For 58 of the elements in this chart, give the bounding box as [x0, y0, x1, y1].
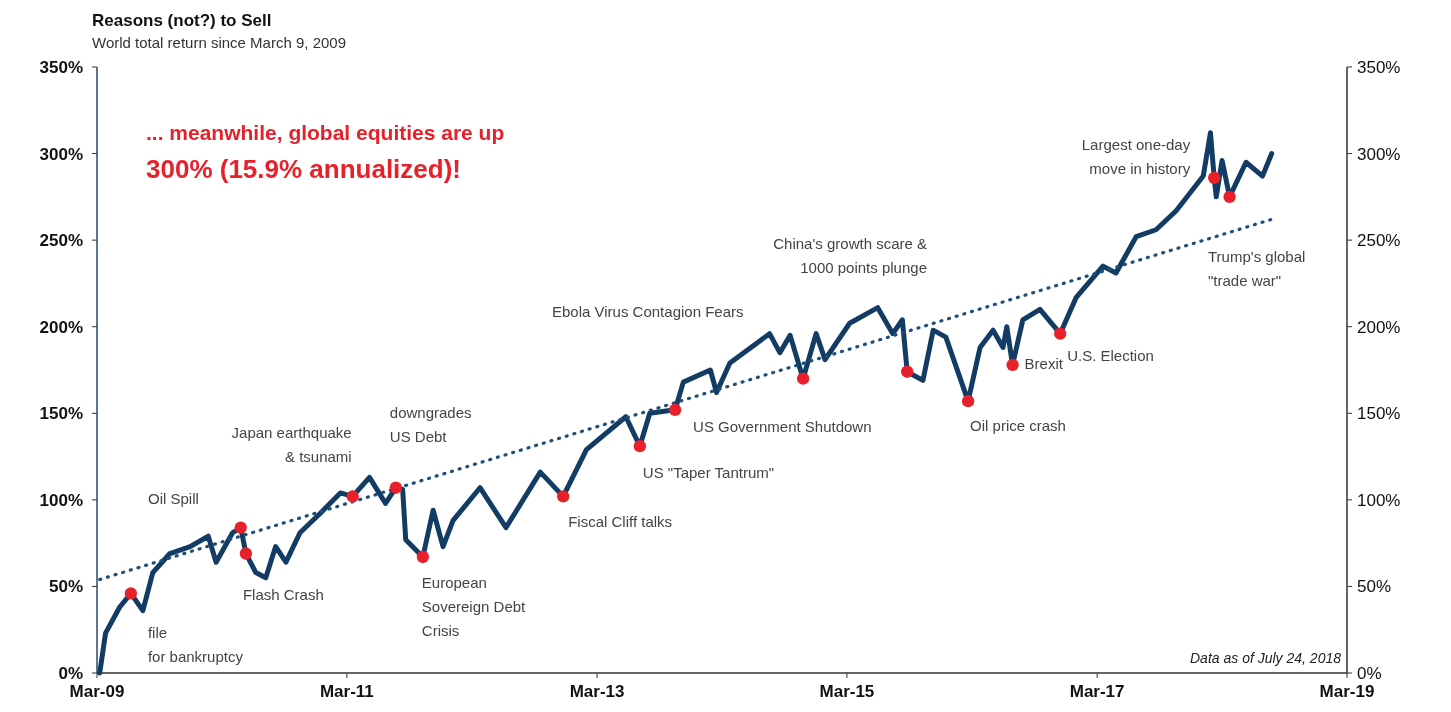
point [1223, 190, 1236, 204]
annotation: file for bankruptcy [147, 624, 244, 666]
y-tick-label: 150% [39, 404, 83, 424]
y-tick-label: 100% [39, 490, 83, 510]
point [346, 490, 359, 503]
point [796, 372, 810, 385]
point [557, 490, 570, 503]
y-tick-label: 300% [39, 144, 83, 164]
y2-tick-label: 100% [1357, 490, 1401, 510]
point [633, 440, 647, 453]
annotation: European Sovereign Debt Crisis [421, 573, 527, 639]
annotation: Largest one-day move in history [1081, 135, 1191, 177]
point [416, 550, 430, 564]
annotation: Trump's global "trade war" [1208, 248, 1306, 289]
x-tick-label: Mar-19 [1319, 682, 1375, 701]
y2-tick-label: 150% [1357, 404, 1401, 424]
x-tick-label: Mar-09 [69, 682, 125, 701]
y2-tick-label: 0% [1357, 663, 1382, 683]
annotation: U.S. Election [1067, 346, 1154, 364]
point [239, 547, 253, 560]
y-tick-label: 250% [39, 231, 83, 251]
annotation: Fiscal Cliff talks [568, 513, 673, 531]
annotation: US Government Shutdown [693, 417, 872, 435]
y-tick-label: 0% [58, 663, 83, 683]
annotation: Oil price crash [970, 417, 1066, 435]
point [124, 587, 138, 600]
annotation: Oil Spill [148, 490, 199, 507]
y2-tick-label: 350% [1357, 57, 1401, 77]
point [389, 481, 402, 494]
point [1053, 327, 1067, 340]
x-tick-label: Mar-17 [1069, 682, 1125, 701]
y-tick-label: 350% [39, 57, 83, 77]
point [234, 521, 247, 534]
point [900, 365, 914, 378]
x-tick-label: Mar-11 [319, 682, 374, 701]
point [961, 395, 975, 408]
x-tick-label: Mar-15 [819, 682, 875, 701]
y2-tick-label: 50% [1357, 577, 1392, 597]
annotation: downgrades US Debt [389, 403, 472, 445]
chart-subtitle: World total return since March 9, 2009 [92, 34, 347, 51]
y2-tick-label: 200% [1357, 317, 1401, 337]
annotation: China's growth scare & 1000 points plunge [773, 235, 927, 276]
annotation: Flash Crash [242, 585, 324, 603]
annotation: US "Taper Tantrum" [642, 464, 775, 482]
point [668, 403, 682, 416]
y2-tick-label: 300% [1357, 144, 1401, 164]
y2-tick-label: 250% [1357, 231, 1401, 251]
annotation: Japan earthquake & tsunami [231, 424, 352, 466]
y-tick-label: 200% [39, 317, 83, 337]
point [1208, 171, 1221, 184]
annotation: Data as of July 24, 2018 [1190, 650, 1342, 666]
annotation: Brexit [1024, 354, 1064, 372]
annotation: ... meanwhile, global equities are up 300% (15.9% annualized)! [146, 121, 505, 184]
point [1006, 358, 1019, 371]
chart-title: Reasons (not?) to Sell [92, 11, 272, 30]
y-tick-label: 50% [48, 577, 83, 597]
annotation: Ebola Virus Contagion Fears [552, 303, 744, 320]
x-tick-label: Mar-13 [569, 682, 625, 701]
